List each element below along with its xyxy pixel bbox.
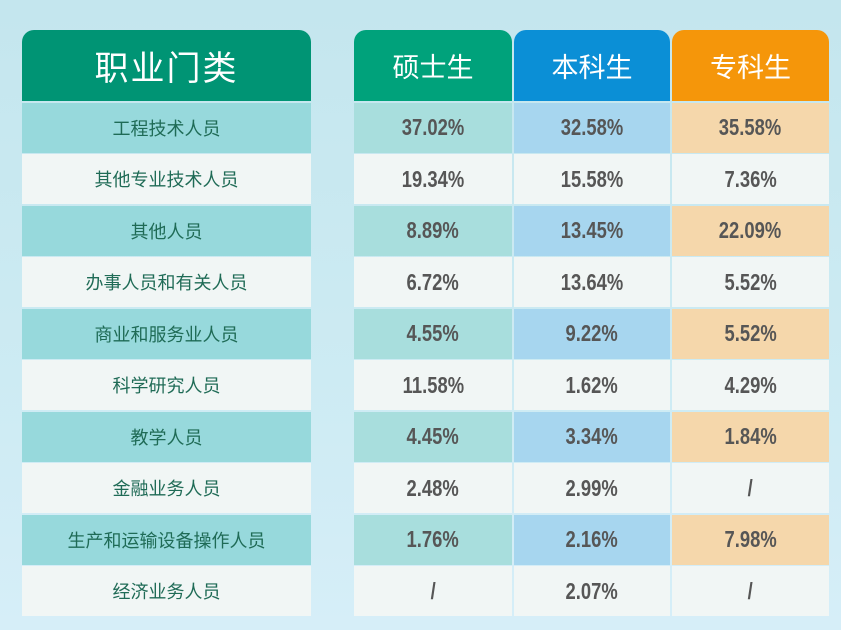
percentage-value: 32.58%	[560, 114, 624, 140]
college-value-cell: 22.09%	[672, 205, 829, 256]
category-cell: 其他人员	[22, 205, 311, 256]
bachelor-value-cell: 13.45%	[514, 205, 670, 256]
college-value-cell: 35.58%	[672, 102, 829, 153]
bachelor-value-cell: 13.64%	[514, 257, 670, 307]
percentage-value: /	[747, 577, 754, 604]
percentage-value: 6.72%	[406, 268, 460, 295]
percentage-value: 7.36%	[724, 165, 777, 192]
college-value-cell: 7.36%	[672, 154, 829, 204]
percentage-value: 37.02%	[401, 114, 465, 140]
category-column: 职业门类 工程技术人员 其他专业技术人员 其他人员 办事人员和有关人员 商业和服务业人员…	[22, 30, 311, 616]
master-value-cell: 2.48%	[354, 463, 512, 513]
percentage-value: 7.98%	[724, 526, 777, 552]
category-header: 职业门类	[22, 30, 311, 101]
percentage-value: 4.45%	[406, 423, 460, 449]
master-value-cell: 6.72%	[354, 257, 512, 307]
percentage-value: 1.76%	[406, 526, 460, 552]
category-cell: 生产和运输设备操作人员	[22, 514, 311, 565]
college-value-cell: 7.98%	[672, 514, 829, 565]
percentage-value: 9.22%	[565, 320, 619, 346]
percentage-value: 13.64%	[560, 268, 624, 295]
master-value-cell: 19.34%	[354, 154, 512, 204]
bachelor-column: 本科生 32.58% 15.58% 13.45% 13.64% 9.22% 1.62% 3.…	[514, 30, 670, 616]
percentage-value: 2.16%	[565, 526, 619, 552]
master-value-cell: 37.02%	[354, 102, 512, 153]
college-value-cell: 1.84%	[672, 411, 829, 462]
college-column: 专科生 35.58% 7.36% 22.09% 5.52% 5.52% 4.29% 1.84…	[672, 30, 829, 616]
percentage-value: 13.45%	[560, 217, 624, 243]
category-cell: 金融业务人员	[22, 463, 311, 513]
category-cell: 经济业务人员	[22, 566, 311, 616]
bachelor-value-cell: 32.58%	[514, 102, 670, 153]
master-header: 硕士生	[354, 30, 512, 101]
bachelor-value-cell: 1.62%	[514, 360, 670, 410]
percentage-value: 2.07%	[565, 577, 619, 604]
college-header: 专科生	[672, 30, 829, 101]
percentage-value: 1.62%	[565, 371, 619, 398]
master-value-cell: 4.55%	[354, 308, 512, 359]
percentage-value: 3.34%	[565, 423, 619, 449]
category-cell: 办事人员和有关人员	[22, 257, 311, 307]
bachelor-value-cell: 2.99%	[514, 463, 670, 513]
college-value-cell: /	[672, 463, 829, 513]
percentage-value: 15.58%	[560, 165, 624, 192]
percentage-value: /	[747, 474, 754, 501]
percentage-value: 5.52%	[724, 320, 777, 346]
master-value-cell: 8.89%	[354, 205, 512, 256]
percentage-value: 11.58%	[402, 371, 464, 398]
category-cell: 科学研究人员	[22, 360, 311, 410]
bachelor-header: 本科生	[514, 30, 670, 101]
master-value-cell: /	[354, 566, 512, 616]
bachelor-value-cell: 15.58%	[514, 154, 670, 204]
percentage-value: 4.55%	[406, 320, 460, 346]
bachelor-value-cell: 3.34%	[514, 411, 670, 462]
college-value-cell: 4.29%	[672, 360, 829, 410]
master-value-cell: 4.45%	[354, 411, 512, 462]
college-value-cell: 5.52%	[672, 308, 829, 359]
bachelor-value-cell: 2.07%	[514, 566, 670, 616]
master-value-cell: 11.58%	[354, 360, 512, 410]
percentage-value: /	[430, 577, 436, 604]
percentage-value: 4.29%	[724, 371, 777, 398]
college-value-cell: /	[672, 566, 829, 616]
percentage-value: 35.58%	[719, 114, 782, 140]
percentage-value: 19.34%	[401, 165, 465, 192]
category-cell: 工程技术人员	[22, 102, 311, 153]
category-cell: 商业和服务业人员	[22, 308, 311, 359]
category-cell: 教学人员	[22, 411, 311, 462]
college-value-cell: 5.52%	[672, 257, 829, 307]
master-value-cell: 1.76%	[354, 514, 512, 565]
percentage-value: 2.99%	[565, 474, 619, 501]
percentage-value: 5.52%	[724, 268, 777, 295]
percentage-value: 2.48%	[406, 474, 460, 501]
percentage-value: 8.89%	[406, 217, 460, 243]
percentage-value: 1.84%	[724, 423, 777, 449]
percentage-value: 22.09%	[719, 217, 782, 243]
bachelor-value-cell: 2.16%	[514, 514, 670, 565]
master-column: 硕士生 37.02% 19.34% 8.89% 6.72% 4.55% 11.58% 4.4…	[354, 30, 512, 616]
category-cell: 其他专业技术人员	[22, 154, 311, 204]
bachelor-value-cell: 9.22%	[514, 308, 670, 359]
